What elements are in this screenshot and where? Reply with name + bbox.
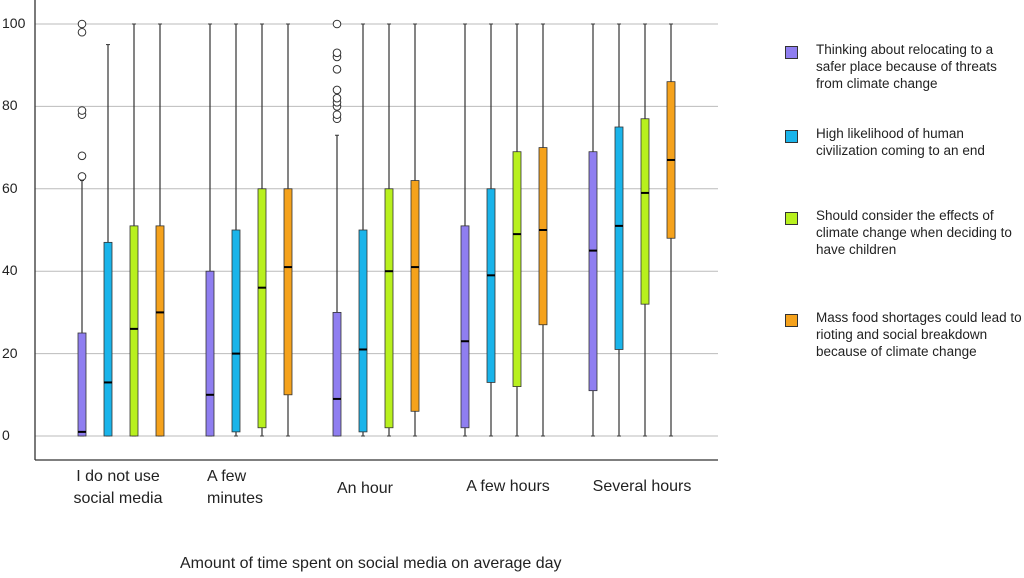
outlier-point	[332, 93, 342, 103]
box	[332, 311, 342, 437]
legend-swatch	[785, 130, 798, 143]
outlier-point	[332, 65, 342, 74]
y-tick-label: 40	[2, 262, 18, 279]
box	[155, 225, 165, 437]
box	[486, 188, 496, 383]
x-tick-label: Several hours	[592, 478, 692, 495]
box	[205, 270, 215, 437]
x-axis-label: Amount of time spent on social media on …	[180, 555, 562, 572]
box	[257, 188, 267, 429]
box	[614, 126, 624, 350]
outlier-point	[77, 19, 87, 29]
box	[588, 151, 598, 392]
y-tick-label: 20	[2, 344, 18, 361]
legend-swatch	[785, 46, 798, 59]
outlier-point	[332, 19, 342, 29]
outlier-point	[77, 106, 87, 115]
y-tick-label: 60	[2, 179, 18, 196]
box	[384, 188, 394, 429]
x-tick-label: I do not use social media	[73, 468, 163, 507]
box	[460, 225, 470, 429]
outlier-point	[77, 172, 87, 181]
box	[283, 188, 293, 396]
legend-label: High likelihood of human civilization co…	[816, 126, 985, 158]
legend-swatch	[785, 314, 798, 327]
box	[231, 229, 241, 433]
outlier-point	[332, 48, 342, 58]
y-tick-label: 80	[2, 97, 18, 114]
box	[538, 147, 548, 326]
box	[512, 151, 522, 387]
legend-label: Mass food shortages could lead to riotin…	[816, 310, 1022, 359]
y-tick-label: 0	[2, 427, 10, 443]
box	[77, 332, 87, 437]
box	[640, 118, 650, 305]
outlier-point	[332, 85, 342, 95]
box	[410, 180, 420, 412]
outlier-point	[77, 151, 87, 161]
legend-label: Should consider the effects of climate c…	[816, 208, 1012, 257]
box	[129, 225, 139, 437]
x-tick-label: An hour	[336, 480, 394, 497]
box	[103, 241, 113, 437]
x-tick-label: A few hours	[466, 478, 550, 495]
outlier-point	[77, 27, 87, 37]
legend-label: Thinking about relocating to a safer pla…	[816, 42, 997, 91]
box	[358, 229, 368, 433]
outlier-point	[332, 110, 342, 119]
legend-swatch	[785, 212, 798, 225]
x-tick-label: A few minutes	[207, 468, 264, 507]
y-tick-label: 100	[2, 15, 26, 31]
